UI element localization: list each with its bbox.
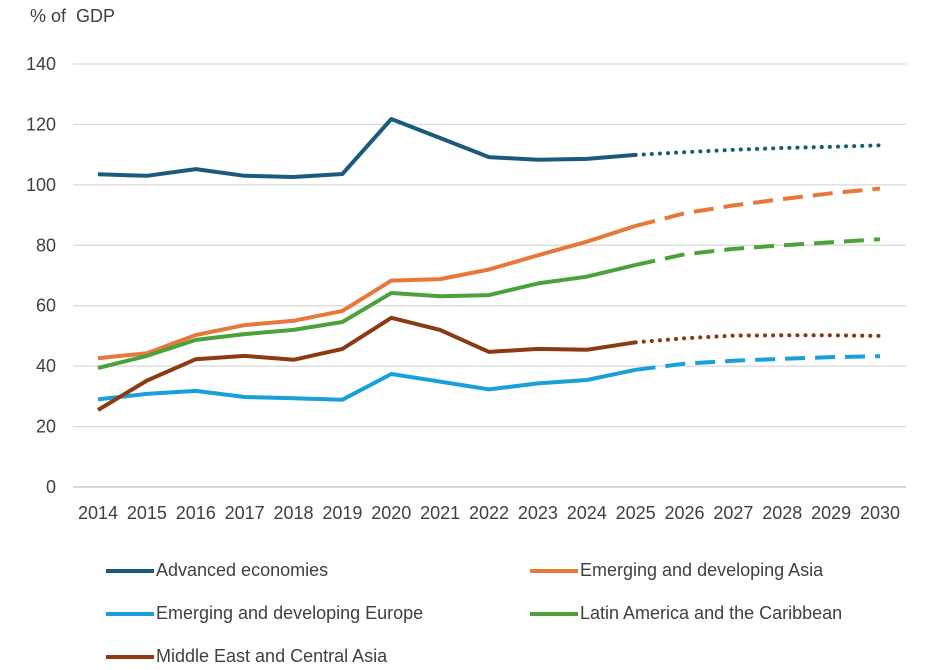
x-tick-label: 2019 — [322, 503, 362, 523]
x-tick-label: 2018 — [273, 503, 313, 523]
series-line-advanced-economies — [97, 117, 636, 179]
series-line-emerging-and-developing-europe — [97, 367, 637, 402]
series-projection-emerging-and-developing-asia — [635, 186, 881, 228]
legend-label: Advanced economies — [156, 560, 329, 580]
legend-label: Emerging and developing Asia — [580, 560, 824, 580]
x-tick-label: 2022 — [469, 503, 509, 523]
legend-label: Middle East and Central Asia — [156, 646, 388, 666]
x-tick-label: 2030 — [860, 503, 900, 523]
x-tick-label: 2023 — [518, 503, 558, 523]
y-tick-label: 120 — [26, 114, 56, 134]
x-tick-label: 2028 — [762, 503, 802, 523]
legend-item-latin-america[interactable]: Latin America and the Caribbean — [530, 603, 842, 624]
series-projection-emerging-and-developing-europe — [635, 354, 881, 372]
y-axis-label: % of GDP — [30, 6, 116, 26]
x-tick-label: 2029 — [811, 503, 851, 523]
gridlines — [73, 63, 906, 488]
y-tick-label: 140 — [26, 54, 56, 74]
x-tick-label: 2025 — [616, 503, 656, 523]
legend-item-emerging-europe[interactable]: Emerging and developing Europe — [106, 603, 423, 624]
legend-label: Latin America and the Caribbean — [580, 603, 843, 623]
x-tick-label: 2020 — [371, 503, 411, 523]
legend-swatch — [106, 568, 154, 573]
x-tick-label: 2024 — [567, 503, 607, 523]
x-tick-label: 2016 — [176, 503, 216, 523]
legend-label: Emerging and developing Europe — [156, 603, 424, 623]
y-tick-label: 100 — [26, 175, 56, 195]
series-line-emerging-and-developing-asia — [97, 223, 637, 361]
y-axis: 0 20 40 60 80 100 120 140 — [26, 54, 56, 497]
x-tick-label: 2015 — [127, 503, 167, 523]
series-line-middle-east-and-central-asia — [96, 315, 636, 412]
x-tick-label: 2021 — [420, 503, 460, 523]
x-axis: 2014 2015 2016 2017 2018 2019 2020 2021 2022 2023… — [78, 503, 900, 523]
y-tick-label: 0 — [46, 477, 56, 497]
y-tick-label: 40 — [36, 356, 56, 376]
legend-item-advanced-economies[interactable]: Advanced economies — [106, 560, 328, 581]
legend-swatch — [106, 654, 154, 659]
y-tick-label: 80 — [36, 235, 56, 255]
y-tick-label: 20 — [36, 417, 56, 437]
legend-swatch — [106, 611, 154, 616]
x-tick-label: 2014 — [78, 503, 118, 523]
series-projection-latin-america-and-the-caribbean — [635, 237, 881, 267]
legend-item-middle-east[interactable]: Middle East and Central Asia — [106, 646, 387, 667]
y-tick-label: 60 — [36, 296, 56, 316]
series-projection-middle-east-and-central-asia — [633, 333, 882, 345]
legend-swatch — [530, 568, 578, 573]
legend-item-emerging-asia[interactable]: Emerging and developing Asia — [530, 560, 823, 581]
series-lines — [96, 117, 882, 412]
legend-swatch — [530, 611, 578, 616]
series-projection-advanced-economies — [633, 143, 882, 157]
x-tick-label: 2027 — [713, 503, 753, 523]
x-tick-label: 2026 — [664, 503, 704, 523]
x-tick-label: 2017 — [225, 503, 265, 523]
series-line-latin-america-and-the-caribbean — [97, 262, 637, 370]
